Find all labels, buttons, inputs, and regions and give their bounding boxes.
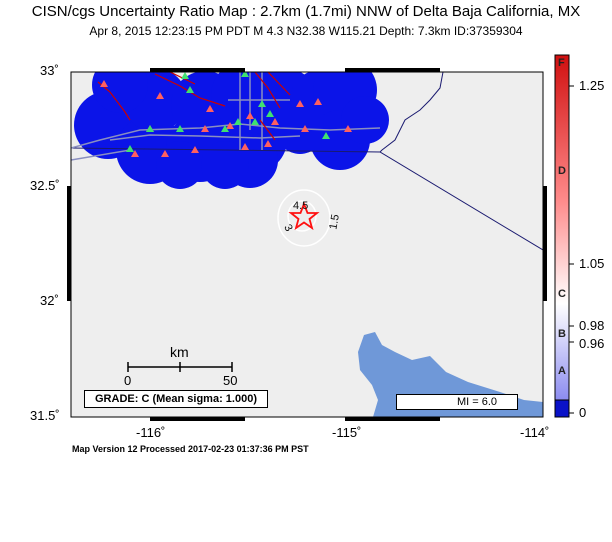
lon-tick-label: -116˚ xyxy=(136,425,166,440)
contour-outer xyxy=(277,189,331,247)
colorbar-grade: D xyxy=(558,165,566,177)
mi-legend-box: MI = 6.0 xyxy=(396,394,518,410)
scale-unit-label: km xyxy=(170,344,189,360)
seismic-stations xyxy=(100,72,352,157)
stations-green xyxy=(126,72,330,152)
colorbar-value: 0.98 xyxy=(579,318,605,333)
colorbar-value: 1.25 xyxy=(579,78,605,93)
lon-tick-label: -115˚ xyxy=(332,425,362,440)
lat-tick-label: 32˚ xyxy=(40,293,59,308)
colorbar-grade: A xyxy=(558,365,566,377)
border-colorado xyxy=(379,151,543,251)
lat-tick-label: 32.5˚ xyxy=(30,178,60,193)
grade-box: GRADE: C (Mean sigma: 1.000) xyxy=(84,390,268,408)
scale-start-label: 0 xyxy=(124,373,132,388)
scale-bar xyxy=(127,362,233,372)
colorbar-value: 0 xyxy=(579,405,587,420)
colorbar-grade: B xyxy=(558,328,566,340)
colorbar-value: 1.05 xyxy=(579,256,605,271)
scale-end-label: 50 xyxy=(223,373,238,388)
colorbar-value: 0.96 xyxy=(579,336,605,351)
stations-red xyxy=(100,80,352,157)
colorbar xyxy=(554,54,574,418)
lat-tick-label: 31.5˚ xyxy=(30,408,60,423)
map-subtitle: Apr 8, 2015 12:23:15 PM PDT M 4.3 N32.38… xyxy=(89,24,523,38)
colorbar-grade: F xyxy=(558,57,565,69)
contour-inner xyxy=(287,200,317,232)
lat-tick-label: 33˚ xyxy=(40,63,59,78)
mi-legend-label: MI = 6.0 xyxy=(457,396,498,408)
colorbar-grade: C xyxy=(558,288,566,300)
epicenter-star xyxy=(288,201,320,231)
border-line xyxy=(71,72,444,153)
lon-tick-label: -114˚ xyxy=(520,425,550,440)
map-title: CISN/cgs Uncertainty Ratio Map : 2.7km (… xyxy=(31,3,581,20)
map-version-footer: Map Version 12 Processed 2017-02-23 01:3… xyxy=(72,444,309,454)
frame-ticks xyxy=(67,68,547,421)
contour-label: 4.5 xyxy=(293,200,309,212)
